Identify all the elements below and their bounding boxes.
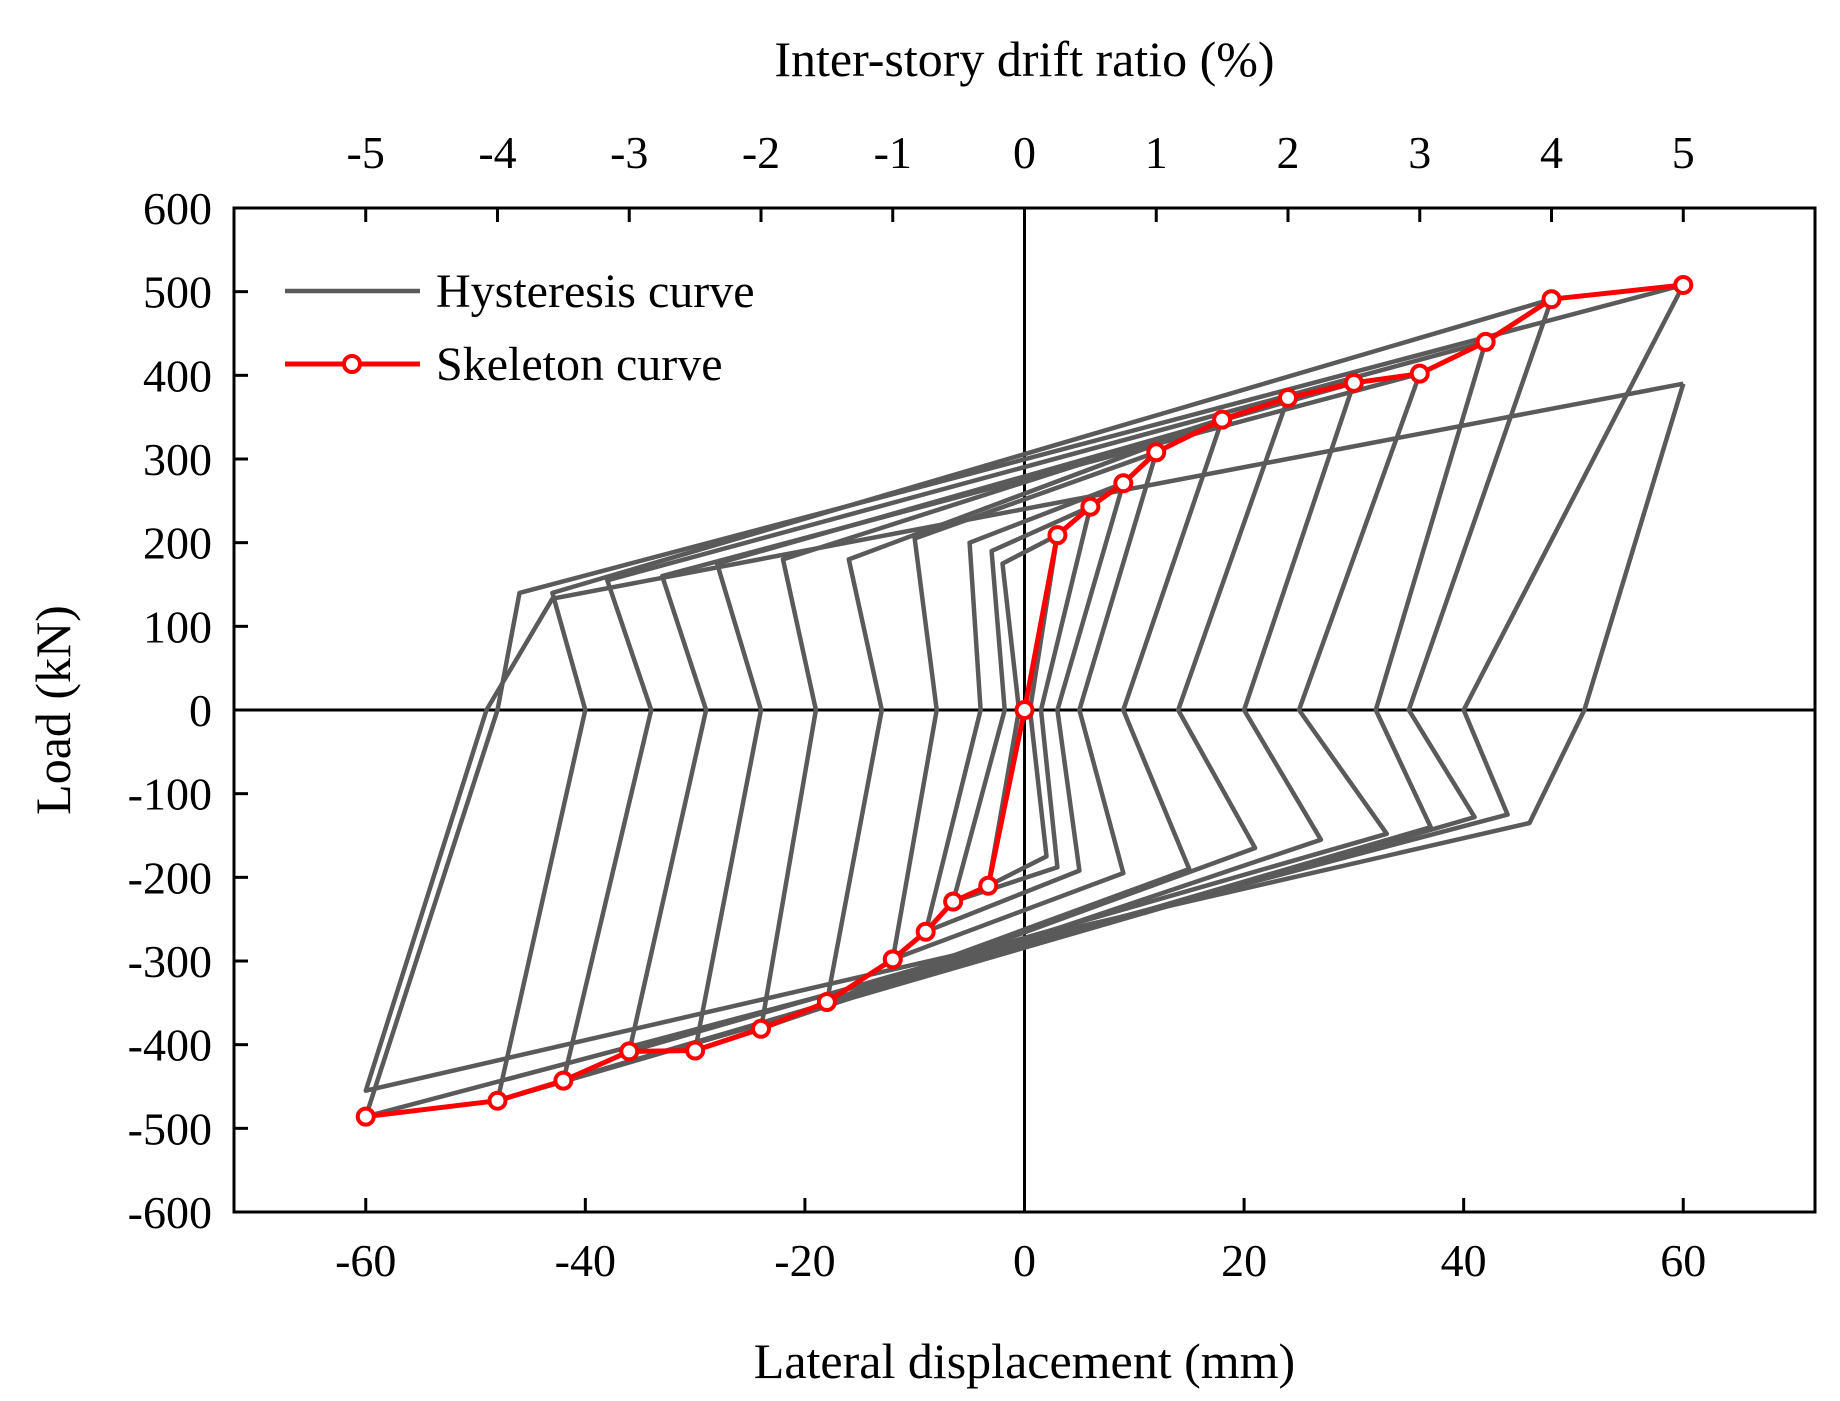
skeleton-point bbox=[685, 1040, 706, 1061]
skeleton-point bbox=[619, 1041, 640, 1062]
legend-label-hysteresis: Hysteresis curve bbox=[436, 265, 755, 318]
x2-tick-label: 5 bbox=[1672, 127, 1695, 178]
x2-tick-label: 1 bbox=[1145, 127, 1168, 178]
x2-tick-label: -1 bbox=[874, 127, 912, 178]
y-tick-label: 200 bbox=[143, 518, 212, 569]
skeleton-point bbox=[915, 921, 936, 942]
skeleton-point bbox=[1113, 473, 1134, 494]
y-tick-label: -500 bbox=[128, 1103, 212, 1154]
x2-tick-label: -4 bbox=[478, 127, 516, 178]
x-axis-title: Lateral displacement (mm) bbox=[754, 1333, 1295, 1389]
skeleton-point bbox=[943, 891, 964, 912]
y-axis-title: Load (kN) bbox=[25, 605, 81, 815]
top-axis-title: Inter-story drift ratio (%) bbox=[774, 31, 1274, 87]
skeleton-point bbox=[751, 1018, 771, 1039]
skeleton-point bbox=[1541, 289, 1562, 310]
skeleton-point bbox=[882, 949, 903, 970]
x2-tick-label: 3 bbox=[1408, 127, 1431, 178]
skeleton-point bbox=[1278, 387, 1298, 408]
x2-tick-label: -2 bbox=[742, 127, 780, 178]
skeleton-point bbox=[1014, 700, 1035, 720]
y-tick-label: 400 bbox=[143, 350, 212, 401]
skeleton-point bbox=[1673, 274, 1694, 295]
x-tick-label: 20 bbox=[1221, 1235, 1267, 1286]
skeleton-point bbox=[1146, 442, 1167, 463]
skeleton-point bbox=[816, 991, 837, 1012]
skeleton-point bbox=[487, 1090, 508, 1111]
legend-marker-skeleton bbox=[342, 354, 362, 374]
y-tick-label: 500 bbox=[143, 267, 212, 318]
legend-label-skeleton: Skeleton curve bbox=[436, 338, 723, 391]
skeleton-point bbox=[553, 1070, 574, 1091]
skeleton-point bbox=[978, 875, 999, 896]
label-layer: Lateral displacement (mm) Inter-story dr… bbox=[25, 31, 1295, 1389]
y-tick-label: -600 bbox=[128, 1187, 212, 1238]
y-tick-label: -100 bbox=[128, 769, 212, 820]
x-tick-label: -40 bbox=[555, 1235, 616, 1286]
x-tick-label: 0 bbox=[1013, 1235, 1036, 1286]
x-tick-label: -20 bbox=[774, 1235, 835, 1286]
y-tick-label: 600 bbox=[143, 183, 212, 234]
x-tick-label: 40 bbox=[1441, 1235, 1487, 1286]
x2-tick-label: 2 bbox=[1277, 127, 1300, 178]
hysteresis-loop-12 bbox=[363, 381, 1686, 1093]
x-tick-label: -60 bbox=[335, 1235, 396, 1286]
series-layer bbox=[355, 274, 1694, 1127]
skeleton-point bbox=[1047, 525, 1068, 546]
skeleton-point bbox=[1409, 363, 1430, 384]
y-tick-label: -300 bbox=[128, 936, 212, 987]
y-tick-label: 300 bbox=[143, 434, 212, 485]
legend: Hysteresis curve Skeleton curve bbox=[285, 265, 755, 391]
skeleton-point bbox=[1343, 372, 1364, 393]
skeleton-point bbox=[355, 1106, 376, 1127]
x2-tick-label: -5 bbox=[347, 127, 385, 178]
y-tick-label: 0 bbox=[189, 685, 212, 736]
skeleton-curve bbox=[355, 274, 1694, 1127]
x2-tick-label: 0 bbox=[1013, 127, 1036, 178]
x-tick-label: 60 bbox=[1660, 1235, 1706, 1286]
tick-layer: -60 -40 -20 0 20 40 606005004003002001000-100-… bbox=[128, 127, 1707, 1286]
skeleton-point bbox=[1212, 409, 1233, 430]
x2-tick-label: -3 bbox=[610, 127, 648, 178]
x2-tick-label: 4 bbox=[1540, 127, 1563, 178]
skeleton-point bbox=[1475, 331, 1496, 352]
y-tick-label: 100 bbox=[143, 601, 212, 652]
y-tick-label: -200 bbox=[128, 852, 212, 903]
y-tick-label: -400 bbox=[128, 1020, 212, 1071]
skeleton-point bbox=[1080, 496, 1101, 517]
